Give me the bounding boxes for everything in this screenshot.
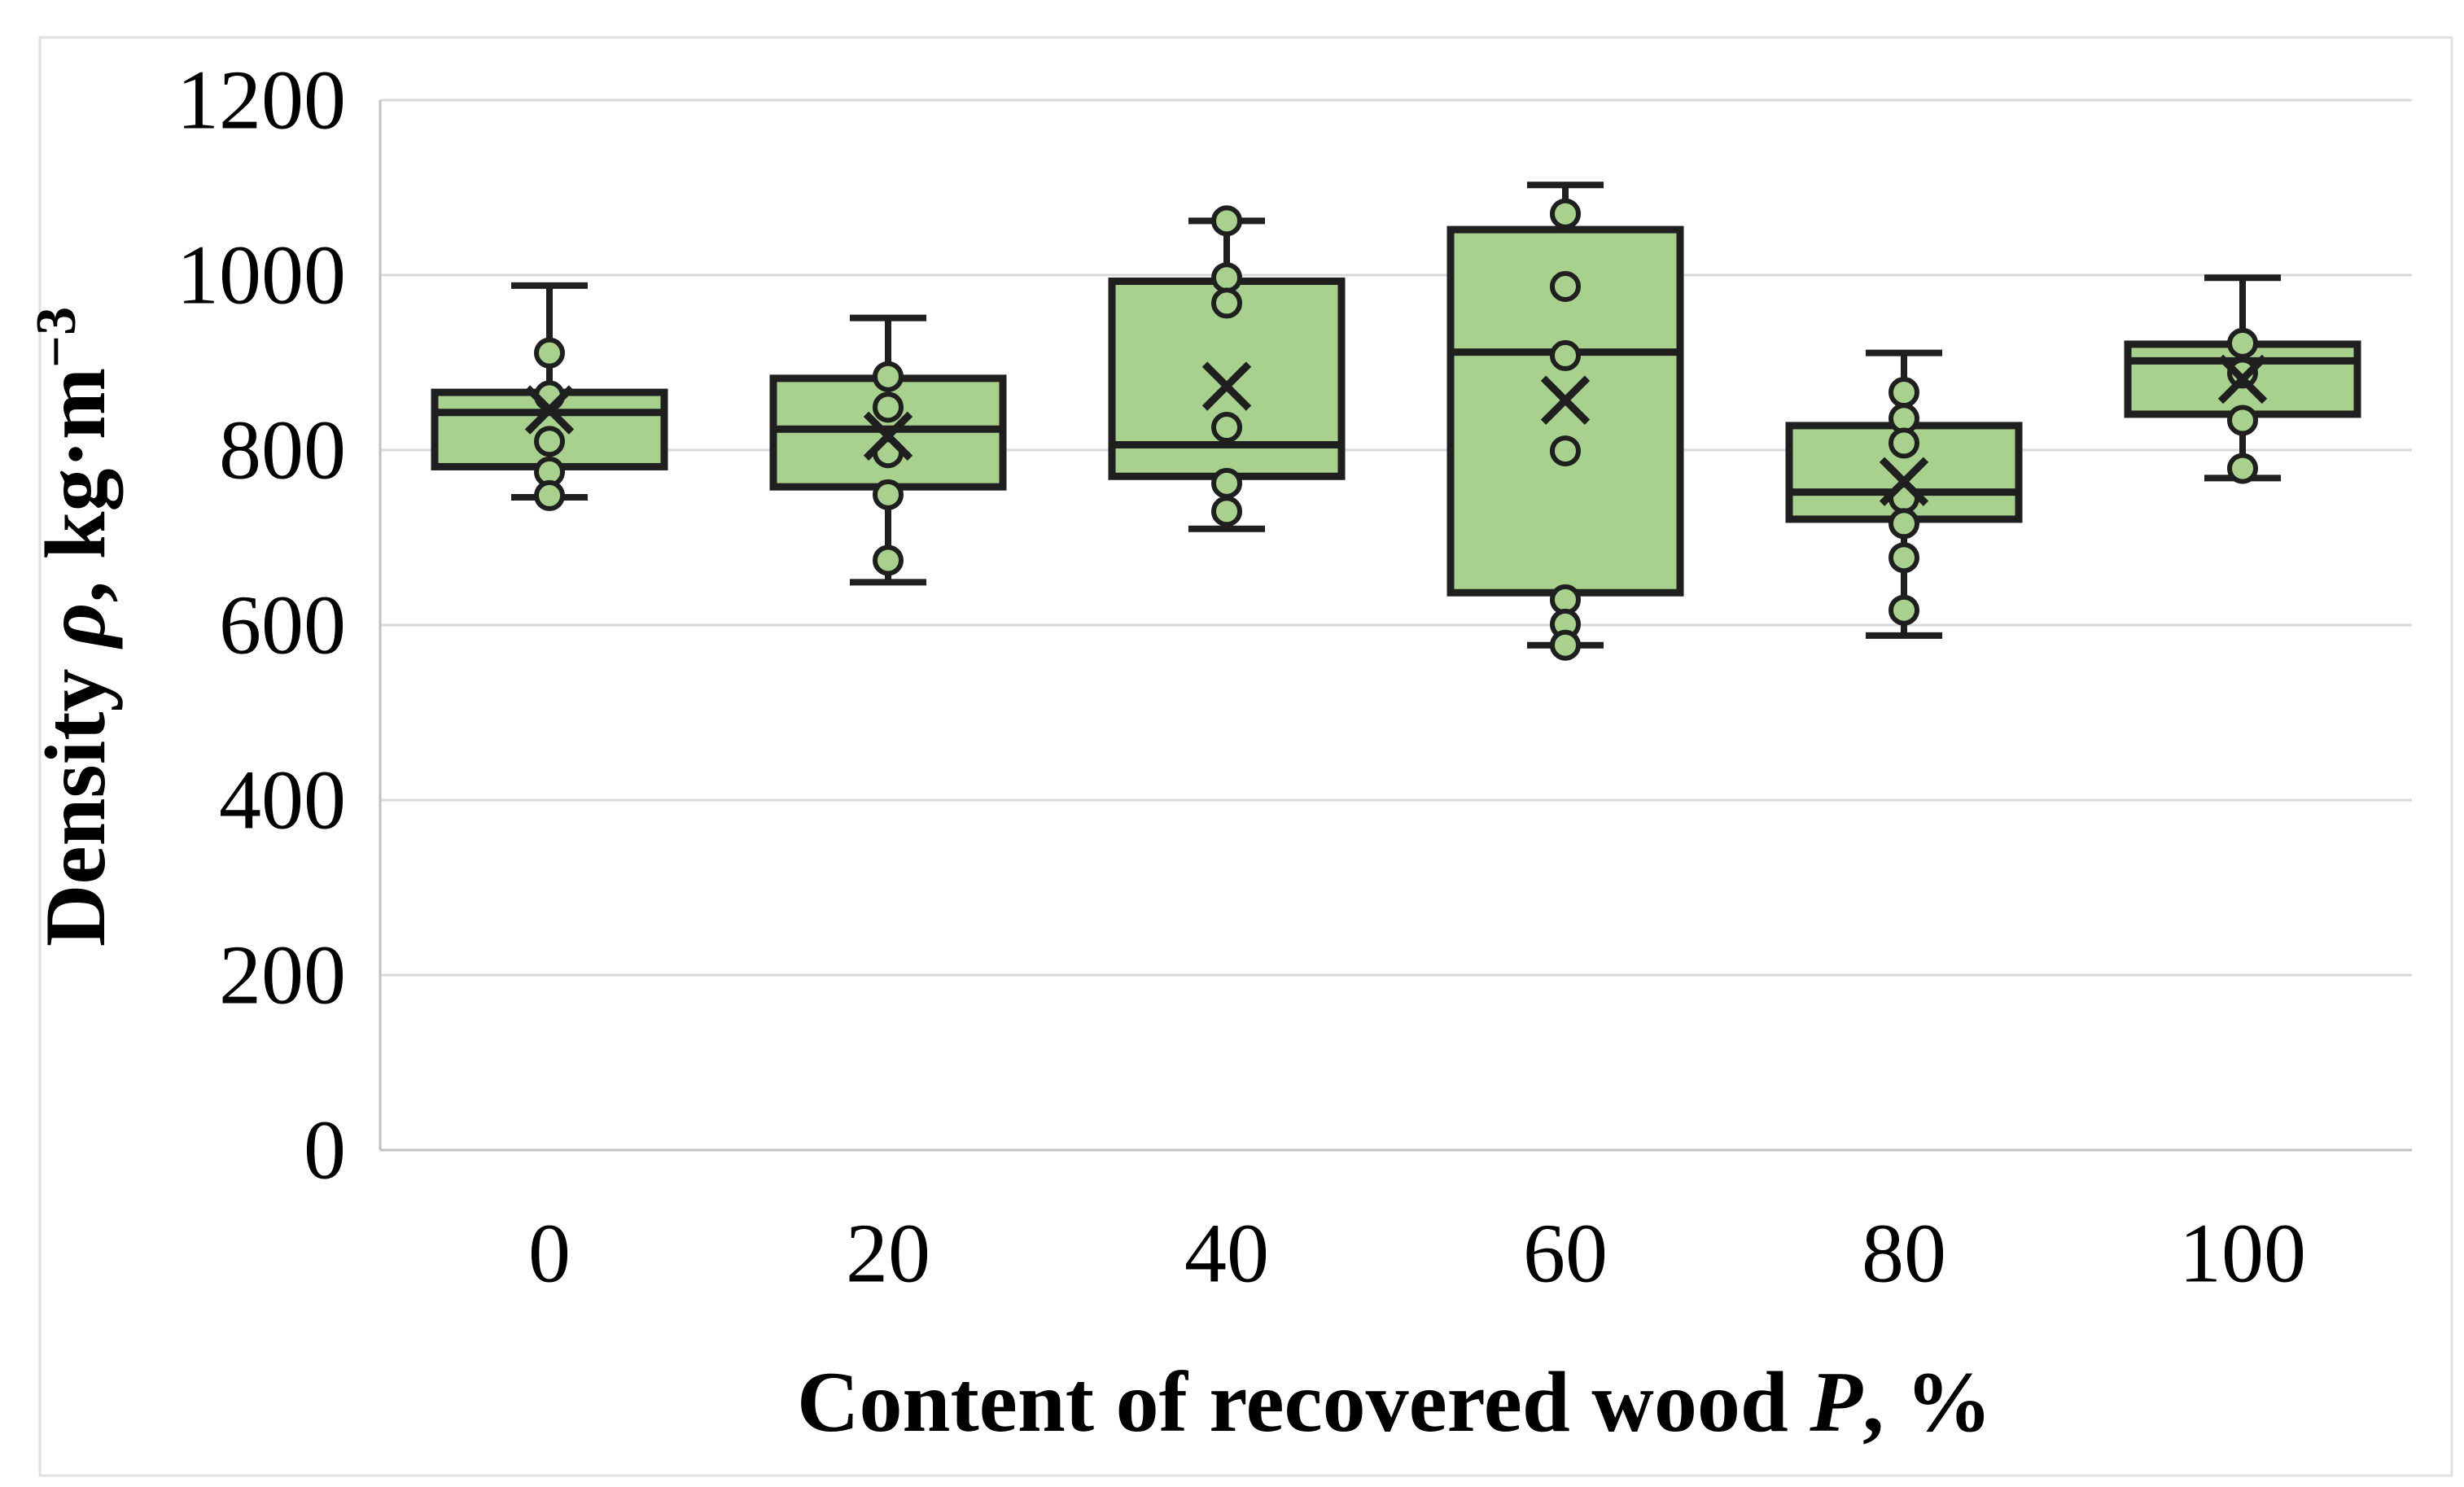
data-point — [2227, 357, 2258, 389]
data-point — [1550, 198, 1581, 230]
data-point — [1211, 205, 1242, 237]
plot-area: 0 200 400 600 800 1000 1200 0 20 40 60 80 100 — [177, 54, 2412, 1301]
y-tick-label: 200 — [219, 929, 346, 1022]
data-point — [1211, 467, 1242, 499]
data-point — [2227, 405, 2258, 436]
mean-marker — [1201, 361, 1252, 411]
data-point — [1550, 270, 1581, 302]
y-axis-title-superscript: −3 — [25, 307, 88, 368]
data-point — [1550, 435, 1581, 467]
data-point — [1888, 427, 1919, 459]
data-point — [1211, 287, 1242, 319]
y-tick-label: 1000 — [177, 229, 346, 322]
mean-marker — [863, 411, 913, 461]
x-tick-label: 80 — [1862, 1207, 1946, 1301]
data-point — [873, 391, 904, 423]
data-point — [1211, 262, 1242, 294]
x-tick-label: 40 — [1184, 1207, 1269, 1301]
y-tick-label: 1200 — [177, 54, 346, 147]
x-axis-title: Content of recovered wood P, % — [797, 1354, 1992, 1450]
x-axis-title-suffix: , % — [1862, 1354, 1992, 1450]
data-point — [534, 479, 565, 511]
y-axis-title-prefix: Density — [28, 647, 123, 947]
y-tick-label: 800 — [219, 404, 346, 497]
mean-marker — [2217, 354, 2268, 405]
data-point — [534, 337, 565, 369]
data-point — [1550, 629, 1581, 661]
mean-marker — [1879, 457, 1929, 506]
data-point — [1550, 339, 1581, 371]
mean-marker — [524, 385, 575, 435]
y-axis-title-symbol: ρ — [28, 602, 123, 649]
data-point — [2227, 327, 2258, 359]
y-tick-label: 0 — [304, 1104, 346, 1197]
y-tick-label: 400 — [219, 754, 346, 847]
data-point — [873, 361, 904, 392]
data-point — [534, 426, 565, 457]
data-point — [1888, 594, 1919, 626]
x-tick-label: 60 — [1523, 1207, 1608, 1301]
figure-border — [38, 36, 2453, 1477]
x-tick-label: 100 — [2179, 1207, 2306, 1301]
y-axis-title: Density ρ, kg·m−3 — [25, 307, 123, 947]
data-point — [1888, 542, 1919, 574]
data-point — [873, 479, 904, 510]
y-axis-title-suffix: , kg·m — [28, 368, 123, 603]
data-point — [1888, 508, 1919, 540]
y-tick-label: 600 — [219, 579, 346, 672]
data-point — [2227, 453, 2258, 484]
data-point — [1888, 377, 1919, 409]
mean-marker — [1540, 375, 1591, 425]
x-axis-title-prefix: Content of recovered wood — [797, 1354, 1810, 1450]
data-point — [873, 545, 904, 576]
x-tick-label: 0 — [528, 1207, 571, 1301]
data-point — [1211, 412, 1242, 444]
x-tick-label: 20 — [846, 1207, 930, 1301]
x-axis-title-symbol: P — [1809, 1354, 1863, 1450]
data-point — [1211, 496, 1242, 527]
